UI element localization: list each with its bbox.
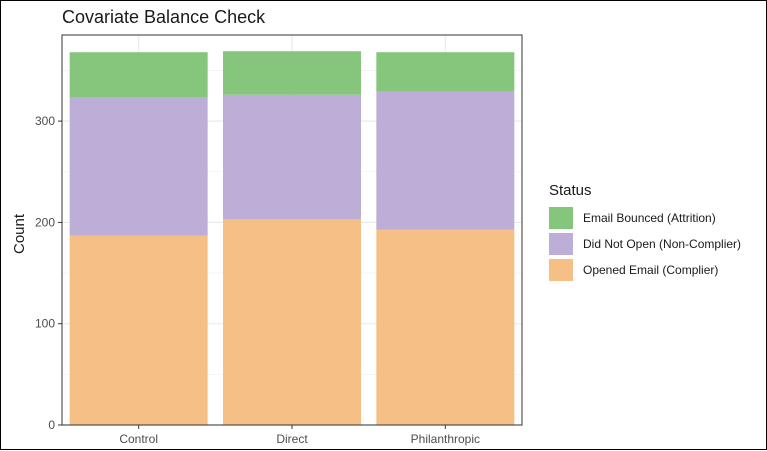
y-tick-label: 300 bbox=[35, 114, 55, 128]
axes: 0 100 200 300 Control Direct Philanthropic bbox=[35, 114, 480, 446]
bars bbox=[69, 51, 515, 425]
bar-segment bbox=[376, 52, 515, 92]
legend-title: Status bbox=[549, 182, 592, 199]
y-tick-label: 200 bbox=[35, 215, 55, 229]
y-axis-title: Count bbox=[11, 213, 28, 254]
x-tick-label: Control bbox=[119, 432, 158, 446]
bar-segment bbox=[69, 97, 208, 236]
x-tick-label: Philanthropic bbox=[411, 432, 480, 446]
bar-segment bbox=[69, 235, 208, 425]
y-tick-label: 0 bbox=[48, 418, 55, 432]
legend-label: Did Not Open (Non-Complier) bbox=[583, 237, 741, 251]
x-tick-label: Direct bbox=[276, 432, 308, 446]
bar-segment bbox=[223, 219, 361, 425]
bar-segment bbox=[223, 51, 361, 95]
bar-segment bbox=[69, 52, 208, 98]
bar-segment bbox=[376, 91, 515, 230]
bar-segment bbox=[223, 94, 361, 220]
legend-swatch bbox=[549, 259, 573, 281]
legend-label: Email Bounced (Attrition) bbox=[583, 211, 716, 225]
legend: Status Email Bounced (Attrition) Did Not O… bbox=[549, 182, 741, 281]
chart-title: Covariate Balance Check bbox=[62, 7, 266, 27]
y-tick-label: 100 bbox=[35, 317, 55, 331]
bar-segment bbox=[376, 229, 515, 425]
legend-label: Opened Email (Complier) bbox=[583, 263, 718, 277]
legend-swatch bbox=[549, 207, 573, 229]
legend-swatch bbox=[549, 233, 573, 255]
